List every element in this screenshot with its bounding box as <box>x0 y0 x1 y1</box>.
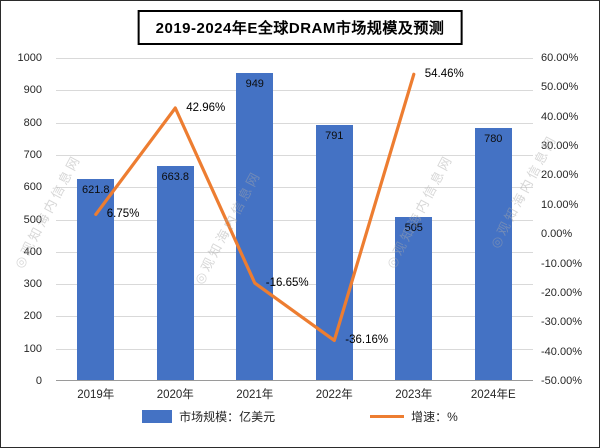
left-axis-tick: 100 <box>23 342 42 355</box>
bar-2020年 <box>156 165 194 380</box>
x-axis-label: 2020年 <box>156 389 194 401</box>
x-axis-labels: 2019年 2020年 2021年 2022年 2023年 2024年E <box>56 386 533 402</box>
bar-2024年E <box>474 128 512 380</box>
bar-2023年 <box>395 216 433 380</box>
right-axis: 60.00% 50.00% 40.00% 30.00% 20.00% 10.00% 0.00… <box>535 52 599 387</box>
right-axis-tick: -10.00% <box>541 257 582 270</box>
right-axis-tick: -20.00% <box>541 286 582 299</box>
line-value-label: -16.65% <box>265 277 309 290</box>
bar-value-label: 949 <box>245 78 264 91</box>
bar-2021年 <box>236 73 274 380</box>
left-axis-tick: 700 <box>23 148 42 161</box>
x-axis-label: 2022年 <box>315 389 353 401</box>
legend-bar-swatch <box>142 410 173 423</box>
gridline <box>56 154 533 156</box>
gridline <box>56 122 533 124</box>
left-axis-tick: 600 <box>23 181 42 194</box>
gridline <box>56 348 533 350</box>
left-axis-tick: 1000 <box>17 52 42 64</box>
growth-line <box>94 72 416 342</box>
right-axis-tick: 0.00% <box>541 228 573 241</box>
right-axis-tick: 30.00% <box>541 140 579 153</box>
x-axis-label: 2019年 <box>77 389 115 401</box>
chart-title: 2019-2024年E全球DRAM市场规模及预测 <box>137 10 463 45</box>
gridline <box>56 187 533 189</box>
gridline <box>56 90 533 92</box>
right-axis-tick: 60.00% <box>541 52 579 64</box>
line-value-label: 54.46% <box>424 68 464 81</box>
bar-value-label: 780 <box>484 133 503 146</box>
line-value-label: 6.75% <box>106 208 140 221</box>
bar-value-label: 621.8 <box>81 184 110 197</box>
left-axis-tick: 300 <box>23 278 42 291</box>
gridline <box>56 316 533 318</box>
line-value-label: 42.96% <box>186 102 226 115</box>
right-axis-tick: 20.00% <box>541 169 579 182</box>
gridline <box>56 219 533 221</box>
left-axis-tick: 400 <box>23 245 42 258</box>
growth-line-layer <box>94 72 416 342</box>
left-axis-tick: 200 <box>23 310 42 323</box>
legend-line-swatch <box>370 414 405 419</box>
left-axis-tick: 0 <box>35 375 42 387</box>
plot-area: 621.8 663.8 949 791 505 780 6.75% 42.96% -16.65%… <box>56 58 533 381</box>
x-axis-label: 2024年E <box>470 389 516 401</box>
left-axis: 1000 900 800 700 600 500 400 300 200 100 0 <box>1 52 50 387</box>
legend: 市场规模：亿美元 增速：% <box>1 408 599 425</box>
x-axis-label: 2023年 <box>395 389 433 401</box>
left-axis-tick: 800 <box>23 116 42 129</box>
right-axis-tick: 40.00% <box>541 110 579 123</box>
right-axis-tick: 50.00% <box>541 81 579 94</box>
right-axis-tick: -50.00% <box>541 375 582 387</box>
right-axis-tick: 10.00% <box>541 198 579 211</box>
legend-label: 市场规模：亿美元 <box>179 410 276 424</box>
legend-label: 增速：% <box>411 410 458 424</box>
legend-item-line: 增速：% <box>370 408 458 425</box>
bar-value-label: 663.8 <box>161 170 190 183</box>
gridline <box>56 284 533 286</box>
left-axis-tick: 900 <box>23 84 42 97</box>
gridline <box>56 251 533 253</box>
x-axis-label: 2021年 <box>236 389 274 401</box>
bar-value-label: 791 <box>325 129 344 142</box>
left-axis-tick: 500 <box>23 213 42 226</box>
legend-item-bar: 市场规模：亿美元 <box>142 408 275 425</box>
line-value-label: -36.16% <box>345 334 389 347</box>
gridline <box>56 58 533 59</box>
right-axis-tick: -30.00% <box>541 316 582 329</box>
right-axis-tick: -40.00% <box>541 345 582 358</box>
bar-value-label: 505 <box>404 221 423 234</box>
